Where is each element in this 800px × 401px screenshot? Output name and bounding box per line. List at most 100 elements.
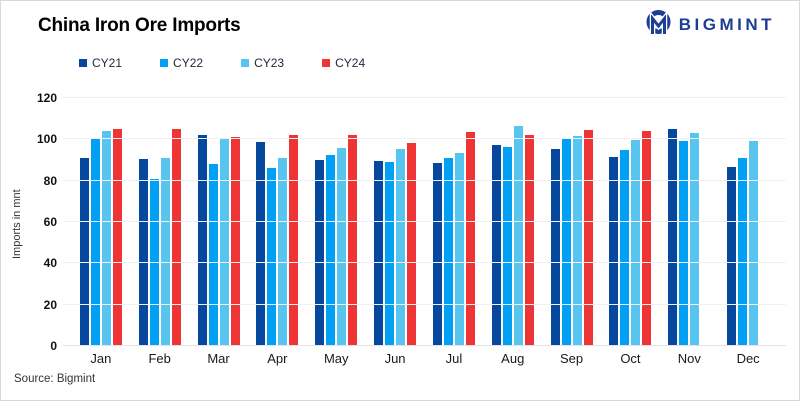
bar-cy22-sep	[561, 139, 571, 346]
legend-item-cy23: CY23	[241, 56, 284, 70]
bar-cy22-oct	[620, 149, 630, 346]
legend-label-cy22: CY22	[173, 56, 204, 70]
bar-cy21-oct	[609, 156, 619, 346]
bar-cy22-aug	[502, 146, 512, 346]
bar-cy24-jul	[465, 132, 475, 346]
x-tick-dec: Dec	[736, 351, 760, 366]
legend-swatch-cy22	[160, 59, 169, 67]
bar-cy22-mar	[208, 164, 218, 346]
source-note: Source: Bigmint	[14, 373, 96, 385]
bar-cy22-dec	[738, 157, 748, 346]
legend-label-cy24: CY24	[335, 56, 366, 70]
x-axis-labels: Jan Feb Mar Apr May Jun Jul Aug Sep Oct Nov Dec	[63, 351, 786, 366]
gridline-0	[63, 345, 786, 346]
bar-cy21-apr	[256, 142, 266, 346]
bar-cy21-mar	[197, 135, 207, 346]
y-tick-60: 60	[43, 215, 57, 229]
bar-cy22-jul	[443, 157, 453, 346]
legend-item-cy21: CY21	[79, 56, 122, 70]
bar-cy24-mar	[230, 137, 240, 346]
bar-group-apr	[256, 98, 299, 346]
bar-cy21-dec	[727, 167, 737, 346]
bigmint-logo-icon	[645, 10, 672, 39]
x-tick-jan: Jan	[90, 351, 112, 366]
x-tick-may: May	[323, 351, 349, 366]
x-tick-jul: Jul	[445, 351, 463, 366]
bar-group-dec	[727, 98, 769, 346]
x-tick-apr: Apr	[267, 351, 288, 366]
legend-swatch-cy21	[79, 59, 87, 67]
bar-group-may	[315, 98, 358, 346]
bar-group-oct	[609, 98, 652, 346]
legend-swatch-cy24	[322, 59, 331, 67]
bar-cy21-jul	[432, 163, 442, 346]
bar-cy23-aug	[513, 125, 523, 346]
x-tick-jun: Jun	[384, 351, 406, 366]
bar-cy21-jun	[374, 161, 384, 346]
x-tick-oct: Oct	[620, 351, 641, 366]
y-axis-title: Imports in mnt	[11, 189, 23, 259]
gridline-100	[63, 138, 786, 140]
x-tick-mar: Mar	[207, 351, 230, 366]
y-tick-40: 40	[43, 256, 57, 271]
gridline-40	[63, 262, 786, 264]
gridline-80	[63, 179, 786, 181]
bar-cy23-oct	[631, 140, 641, 346]
bar-cy21-aug	[491, 144, 501, 346]
bar-cy22-may	[326, 154, 336, 346]
bar-cy22-jan	[90, 139, 100, 346]
bar-cy21-sep	[550, 148, 560, 346]
chart-legend: CY21 CY22 CY23 CY24	[79, 56, 365, 70]
gridline-120	[63, 97, 786, 98]
bar-group-nov	[668, 98, 710, 346]
bar-group-jun	[374, 98, 417, 346]
bar-cy23-jul	[454, 152, 464, 346]
bar-cy23-may	[337, 147, 347, 346]
bar-cy22-apr	[267, 168, 277, 346]
bar-group-aug	[491, 98, 534, 346]
y-tick-80: 80	[43, 173, 57, 188]
bar-cy24-sep	[583, 130, 593, 346]
bar-group-sep	[550, 98, 593, 346]
legend-label-cy21: CY21	[92, 56, 123, 70]
bar-cy22-jun	[385, 162, 395, 346]
bar-group-jul	[432, 98, 475, 346]
bar-cy23-jan	[101, 131, 111, 346]
bar-cy23-dec	[749, 141, 759, 346]
bar-cy23-sep	[572, 136, 582, 346]
y-tick-100: 100	[36, 132, 57, 147]
legend-item-cy22: CY22	[160, 56, 203, 70]
legend-swatch-cy23	[241, 59, 250, 67]
gridline-60	[63, 221, 786, 222]
bar-cy23-jun	[396, 148, 406, 346]
bar-cy24-jan	[112, 129, 122, 346]
bar-cy24-oct	[642, 131, 652, 346]
bar-cy24-feb	[171, 129, 181, 346]
bars-row	[63, 98, 786, 346]
bar-group-mar	[197, 98, 240, 346]
bar-cy21-feb	[138, 158, 148, 346]
gridline-20	[63, 303, 786, 305]
page-title: China Iron Ore Imports	[38, 15, 241, 36]
y-tick-20: 20	[43, 297, 57, 312]
x-tick-feb: Feb	[148, 351, 171, 366]
bar-cy23-nov	[690, 133, 700, 346]
bar-cy24-aug	[524, 135, 534, 346]
y-tick-120: 120	[36, 91, 57, 105]
bar-cy22-nov	[679, 141, 689, 346]
bar-cy21-nov	[668, 129, 678, 346]
x-tick-aug: Aug	[501, 351, 525, 366]
plot-area: 0 20 40 60 80 100 120	[37, 91, 786, 353]
bar-cy21-jan	[79, 157, 89, 346]
bar-cy23-feb	[160, 157, 170, 346]
bar-cy24-may	[348, 135, 358, 346]
y-tick-0: 0	[50, 339, 57, 353]
bar-group-jan	[79, 98, 122, 346]
x-tick-sep: Sep	[560, 351, 584, 366]
legend-item-cy24: CY24	[322, 56, 365, 70]
bar-cy21-may	[315, 160, 325, 346]
bar-cy22-feb	[149, 178, 159, 346]
bar-cy23-apr	[278, 157, 288, 346]
bigmint-logo-text: BIGMINT	[678, 14, 775, 34]
